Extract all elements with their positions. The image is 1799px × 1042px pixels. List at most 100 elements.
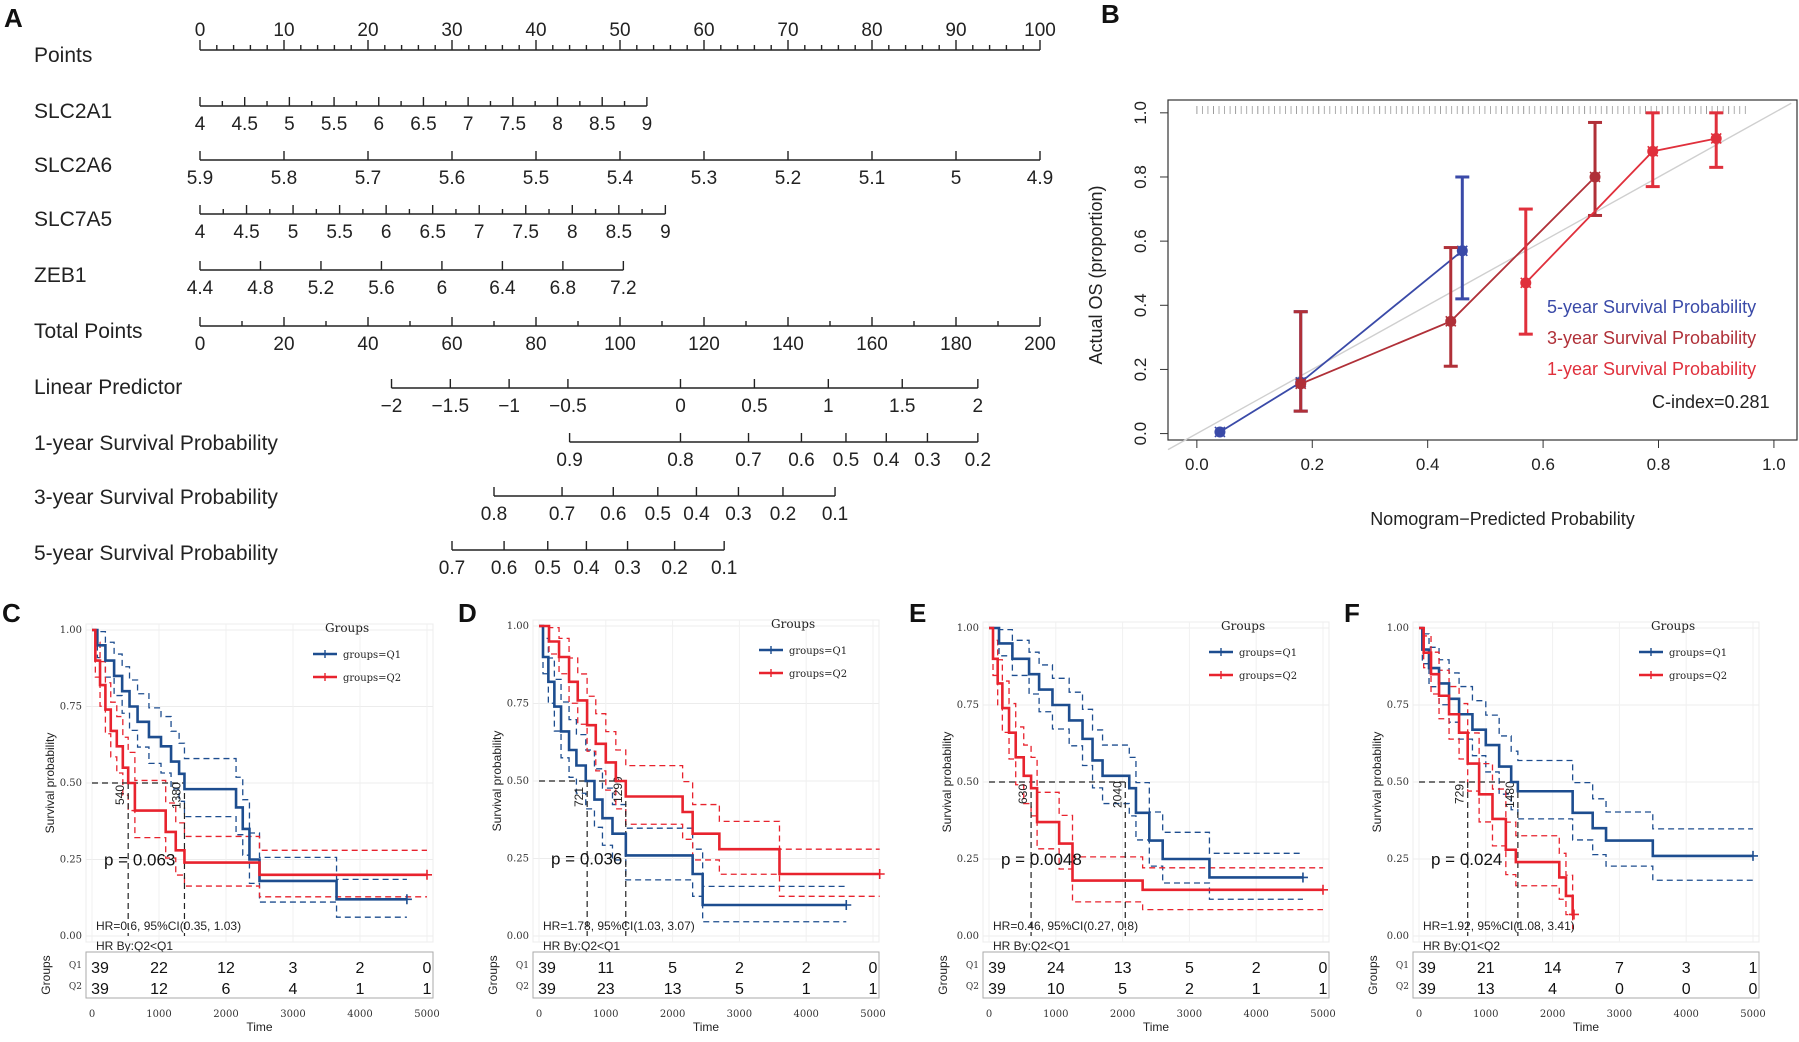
nomogram-tick-label: 120 bbox=[688, 334, 720, 355]
km-legend-entry: groups=Q1 bbox=[343, 650, 401, 661]
calibration-series-line bbox=[1219, 250, 1463, 433]
km-risk-count: 12 bbox=[150, 981, 168, 998]
nomogram-tick-label: 5.4 bbox=[607, 168, 634, 189]
km-hr-direction: HR By:Q2<Q1 bbox=[543, 939, 620, 953]
km-p-value: p = 0.024 bbox=[1431, 850, 1502, 869]
km-x-tick-label: 1000 bbox=[146, 1009, 171, 1020]
nomogram-row-label: 5-year Survival Probability bbox=[34, 542, 278, 565]
km-ci-lower bbox=[989, 627, 1323, 911]
km-x-tick-label: 3000 bbox=[1607, 1009, 1632, 1020]
km-x-tick-label: 2000 bbox=[1110, 1009, 1135, 1020]
km-legend-title: Groups bbox=[1221, 619, 1265, 633]
panel-f-letter: F bbox=[1344, 598, 1360, 628]
km-panel-f: 0.000.250.500.751.000 1000 2000 3000 4000 500… bbox=[1366, 619, 1766, 1034]
calibration-y-axis-title: Actual OS (proportion) bbox=[1086, 185, 1106, 364]
nomogram-tick-label: 7.5 bbox=[500, 114, 526, 135]
nomogram-tick-label: 5.5 bbox=[523, 168, 549, 189]
nomogram-tick-label: 5.7 bbox=[355, 168, 381, 189]
nomogram-tick-label: 0.7 bbox=[735, 450, 761, 471]
km-risk-count: 5 bbox=[1118, 981, 1127, 998]
km-curve-q1 bbox=[92, 628, 407, 901]
nomogram-tick-label: 50 bbox=[609, 20, 630, 41]
km-hazard-ratio: HR=0.46, 95%CI(0.27, 0.8) bbox=[993, 919, 1138, 933]
km-legend-marker bbox=[1647, 671, 1655, 679]
nomogram-tick-label: 0.1 bbox=[822, 504, 848, 525]
km-risk-table-frame bbox=[982, 951, 1330, 999]
km-p-value: p = 0.036 bbox=[551, 850, 622, 869]
km-risk-count: 0 bbox=[1749, 981, 1758, 998]
nomogram-tick-label: 5 bbox=[288, 222, 299, 243]
km-x-tick-label: 0 bbox=[89, 1009, 95, 1020]
calibration-x-tick-label: 1.0 bbox=[1762, 455, 1786, 474]
km-x-tick-label: 1000 bbox=[1043, 1009, 1068, 1020]
km-risk-row-label: Q2 bbox=[69, 982, 82, 992]
km-risk-table-frame bbox=[85, 951, 434, 999]
nomogram-tick-label: 0 bbox=[195, 20, 206, 41]
km-legend-entry: groups=Q1 bbox=[789, 646, 847, 657]
nomogram-tick-label: 0.7 bbox=[549, 504, 575, 525]
calibration-cross-marker bbox=[1589, 171, 1601, 183]
km-risk-count: 3 bbox=[289, 960, 298, 977]
nomogram-tick-label: 80 bbox=[525, 334, 546, 355]
km-ci-upper bbox=[92, 629, 407, 881]
nomogram-tick-label: 160 bbox=[856, 334, 888, 355]
nomogram-tick-label: 0.1 bbox=[711, 558, 737, 579]
km-censor-mark bbox=[874, 869, 885, 879]
km-median-label-q2: 729 bbox=[1453, 784, 1467, 804]
nomogram-tick-label: 6.5 bbox=[419, 222, 445, 243]
nomogram-tick-label: 0.3 bbox=[614, 558, 640, 579]
km-x-tick-label: 0 bbox=[1416, 1009, 1422, 1020]
nomogram-tick-label: 30 bbox=[441, 20, 462, 41]
nomogram-tick-label: 8.5 bbox=[589, 114, 615, 135]
nomogram-row-label: SLC2A1 bbox=[34, 100, 112, 123]
nomogram-row-label: Points bbox=[34, 44, 92, 67]
km-hr-direction: HR By:Q1<Q2 bbox=[1423, 939, 1500, 953]
km-y-axis-title: Survival probability bbox=[940, 732, 954, 833]
km-risk-count: 22 bbox=[150, 960, 168, 977]
km-x-axis-title: Time bbox=[1143, 1020, 1170, 1034]
km-censor-mark bbox=[841, 900, 852, 910]
nomogram-tick-label: 5 bbox=[284, 114, 295, 135]
nomogram-tick-label: 0.6 bbox=[600, 504, 626, 525]
km-median-label-q1: 2040 bbox=[1110, 781, 1124, 808]
km-risk-count: 1 bbox=[1252, 981, 1261, 998]
km-x-tick-label: 1000 bbox=[593, 1009, 618, 1020]
nomogram-tick-label: 4 bbox=[195, 222, 206, 243]
nomogram-tick-label: 4 bbox=[195, 114, 206, 135]
km-median-label-q2: 1299 bbox=[611, 776, 625, 803]
panel-d-letter: D bbox=[458, 598, 477, 628]
nomogram-tick-label: 7 bbox=[474, 222, 485, 243]
nomogram-tick-label: 8 bbox=[552, 114, 563, 135]
km-x-tick-label: 5000 bbox=[414, 1009, 439, 1020]
calibration-x-axis-title: Nomogram−Predicted Probability bbox=[1370, 509, 1635, 529]
km-curve-q2 bbox=[92, 628, 427, 877]
nomogram-tick-label: 4.5 bbox=[231, 114, 257, 135]
km-panel-e: 0.00 0.25 0.50 0.75 1.00 0 1000 2000 3000 4000 500… bbox=[936, 619, 1336, 1034]
km-risk-count: 10 bbox=[1047, 981, 1065, 998]
km-risk-count: 2 bbox=[1185, 981, 1194, 998]
nomogram-tick-label: 40 bbox=[357, 334, 378, 355]
nomogram-tick-label: 5.5 bbox=[321, 114, 347, 135]
nomogram-tick-label: 0 bbox=[675, 396, 686, 417]
km-curve-q2 bbox=[539, 624, 880, 876]
km-panel-d: 0.00 0.25 0.50 0.75 1.00 0 1000 2000 3000 4000 500… bbox=[486, 617, 886, 1034]
km-p-value: p = 0.0048 bbox=[1001, 850, 1082, 869]
nomogram-tick-label: 90 bbox=[945, 20, 966, 41]
nomogram-tick-label: 5.5 bbox=[326, 222, 352, 243]
km-risk-count: 4 bbox=[289, 981, 298, 998]
nomogram-tick-label: 6 bbox=[381, 222, 392, 243]
km-risk-count: 39 bbox=[91, 981, 109, 998]
km-ci-lower bbox=[989, 627, 1303, 900]
km-x-axis-title: Time bbox=[1573, 1020, 1600, 1034]
calibration-y-tick-label: 0.8 bbox=[1131, 165, 1150, 189]
km-risk-count: 23 bbox=[597, 981, 615, 998]
km-ci-lower bbox=[92, 629, 407, 918]
km-curve-q1 bbox=[539, 624, 847, 907]
km-risk-count: 1 bbox=[1749, 960, 1758, 977]
km-median-label-q1: 1480 bbox=[1503, 781, 1517, 808]
calibration-x-tick-label: 0.8 bbox=[1647, 455, 1671, 474]
km-risk-row-label: Q2 bbox=[516, 982, 529, 992]
calibration-y-tick-label: 1.0 bbox=[1131, 101, 1150, 125]
